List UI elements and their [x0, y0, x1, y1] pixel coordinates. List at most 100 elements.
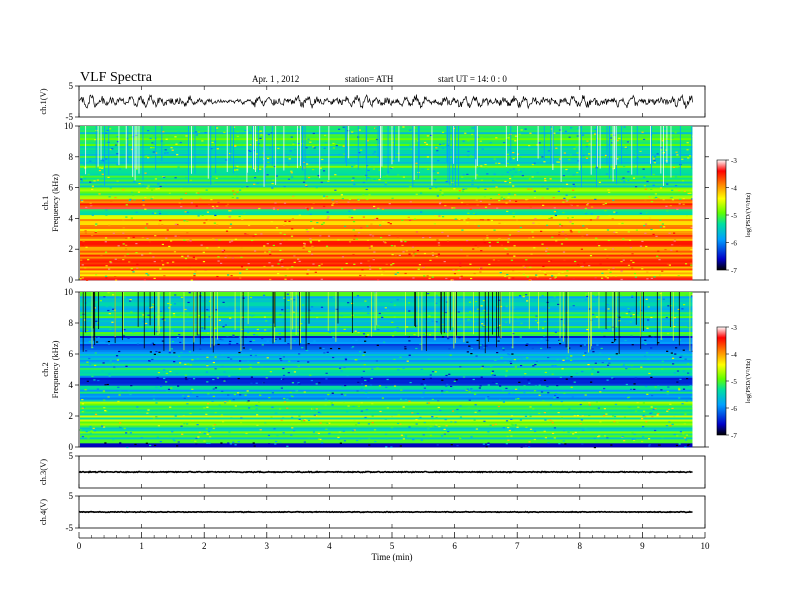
- spectro-speckle: [485, 345, 488, 347]
- spectro-speckle: [238, 336, 242, 338]
- spectro-speckle: [307, 419, 311, 422]
- spectro-speckle: [87, 437, 90, 439]
- spectro-speckle: [494, 177, 497, 179]
- spectro-speckle: [678, 190, 681, 192]
- spectro-speckle: [466, 239, 469, 242]
- spectro-speckle: [427, 168, 430, 170]
- spectro-speckle: [606, 364, 610, 366]
- sferic-streak: [348, 126, 350, 159]
- spectro-speckle: [584, 427, 587, 429]
- spectro-speckle: [570, 355, 573, 357]
- spectro-speckle: [244, 394, 247, 396]
- spectro-speckle: [418, 311, 421, 314]
- spectro-speckle: [504, 247, 507, 250]
- spectro-band: [80, 345, 693, 348]
- spectro-speckle: [344, 394, 347, 396]
- spectro-speckle: [153, 260, 156, 263]
- spectro-band: [80, 244, 693, 247]
- spectro-speckle: [624, 146, 627, 148]
- sferic-streak: [421, 292, 423, 351]
- spectro-speckle: [350, 347, 353, 349]
- spectro-speckle: [459, 324, 462, 326]
- spectro-speckle: [149, 252, 152, 254]
- spectro-speckle: [562, 201, 565, 203]
- sferic-streak: [650, 126, 651, 164]
- spectro-speckle: [304, 419, 307, 421]
- spectro-speckle: [492, 381, 495, 384]
- spectro-speckle: [246, 390, 249, 392]
- spectro-speckle: [562, 442, 565, 444]
- spectro-speckle: [236, 169, 239, 171]
- spectro-speckle: [212, 427, 215, 430]
- spectro-speckle: [106, 147, 109, 149]
- spectro-speckle: [97, 337, 100, 339]
- spectro-speckle: [313, 147, 316, 149]
- spectro-speckle: [634, 410, 638, 412]
- spectro-speckle: [397, 275, 400, 277]
- spectro-speckle: [406, 335, 409, 338]
- spectro-speckle: [197, 215, 200, 217]
- spectro-speckle: [347, 173, 351, 175]
- spectro-speckle: [469, 263, 472, 265]
- spectro-speckle: [650, 316, 653, 319]
- spectro-speckle: [80, 199, 83, 202]
- spectro-speckle: [155, 154, 158, 156]
- spectro-speckle: [674, 339, 677, 341]
- sferic-streak: [621, 126, 623, 165]
- spectro-speckle: [381, 397, 385, 399]
- spectro-speckle: [312, 146, 315, 148]
- spectro-speckle: [164, 294, 168, 296]
- spectro-speckle: [531, 347, 534, 350]
- spectro-speckle: [644, 385, 648, 388]
- spectro-speckle: [267, 434, 271, 436]
- spectro-band: [80, 411, 693, 414]
- spectro-speckle: [615, 353, 618, 355]
- sferic-streak: [299, 292, 300, 346]
- spectro-speckle: [622, 364, 625, 366]
- spectro-band: [80, 258, 693, 261]
- spectro-speckle: [93, 180, 96, 182]
- spectro-speckle: [145, 173, 148, 175]
- spectro-speckle: [298, 415, 301, 417]
- spectro-speckle: [326, 422, 329, 424]
- spectro-speckle: [255, 408, 258, 410]
- spectro-speckle: [439, 201, 442, 203]
- spectro-speckle: [293, 255, 296, 257]
- waveform-ch4: [78, 510, 693, 514]
- spectro-speckle: [362, 216, 365, 218]
- spectro-speckle: [624, 178, 627, 180]
- spectro-speckle: [138, 182, 141, 185]
- spectro-speckle: [282, 417, 285, 419]
- spectro-speckle: [228, 343, 231, 345]
- spectro-speckle: [647, 319, 650, 321]
- spectro-speckle: [167, 379, 170, 381]
- spectro-speckle: [144, 227, 147, 229]
- spectro-speckle: [661, 223, 664, 225]
- spectro-speckle: [404, 348, 407, 350]
- spectro-speckle: [501, 174, 504, 176]
- spectro-speckle: [482, 325, 485, 328]
- spectro-speckle: [184, 192, 188, 194]
- spectro-speckle: [657, 385, 660, 387]
- sferic-streak: [357, 126, 359, 170]
- spectro-speckle: [595, 401, 599, 403]
- spectro-speckle: [522, 376, 526, 378]
- spectro-speckle: [103, 399, 106, 401]
- spectro-speckle: [571, 196, 574, 199]
- spectro-speckle: [655, 196, 658, 199]
- sferic-streak: [550, 126, 552, 165]
- sferic-streak: [193, 292, 195, 343]
- spectro-speckle: [559, 225, 562, 227]
- spectro-speckle: [155, 386, 158, 388]
- spectro-speckle: [460, 201, 464, 204]
- spectro-speckle: [390, 415, 394, 418]
- spectro-speckle: [486, 235, 489, 237]
- spectro-speckle: [644, 188, 647, 190]
- spectro-speckle: [543, 335, 546, 337]
- spectro-band: [80, 423, 693, 426]
- spectro-speckle: [490, 219, 493, 222]
- spectro-speckle: [147, 130, 150, 132]
- spectro-speckle: [326, 351, 329, 353]
- spectro-speckle: [553, 397, 556, 399]
- colorbar-tick-label: -5: [731, 378, 737, 386]
